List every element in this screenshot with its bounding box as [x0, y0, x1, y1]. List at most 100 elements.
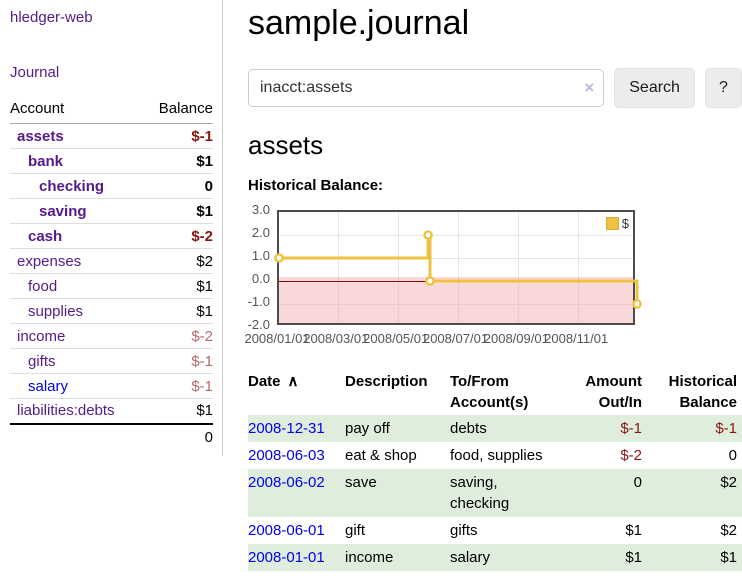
search-button[interactable]: Search [614, 68, 695, 108]
register-balance: $2 [720, 474, 737, 491]
accounts-total-value: 0 [204, 428, 213, 446]
chart-heading: Historical Balance: [248, 177, 384, 194]
register-balance: $-1 [715, 420, 737, 437]
account-balance: $-1 [191, 377, 213, 395]
register-date-cell: 2008-01-01 [248, 544, 345, 571]
register-header-accounts: To/From Account(s) [450, 373, 529, 411]
transaction-date-link[interactable]: 2008-06-03 [248, 447, 325, 464]
register-balance: 0 [728, 447, 737, 464]
gridline-horizontal [279, 258, 633, 259]
account-cell: gifts [10, 349, 144, 374]
data-point-marker [425, 276, 435, 286]
account-link-cash[interactable]: cash [28, 227, 63, 245]
register-amount: 0 [633, 474, 642, 491]
search-input[interactable] [248, 69, 605, 107]
balance-chart: $ 2008/01/01 2008/03/01 2008/05/01 2008/07/… [244, 202, 742, 352]
transaction-date-link[interactable]: 2008-12-31 [248, 420, 325, 437]
gridline-vertical [337, 212, 339, 323]
x-axis-tick-label: 2008/05/01 [363, 331, 429, 346]
x-axis-tick-label: 2008/11/01 [544, 331, 609, 346]
account-balance: $1 [196, 402, 213, 420]
account-row: supplies $1 [10, 298, 213, 324]
register-description: pay off [345, 420, 390, 437]
account-balance: $1 [196, 277, 213, 295]
accounts-total-row: 0 [10, 423, 213, 450]
account-balance: $2 [196, 252, 213, 270]
account-row: salary $-1 [10, 373, 213, 399]
accounts-header-balance: Balance [158, 100, 213, 117]
account-balance: $-2 [191, 227, 213, 245]
transaction-date-link[interactable]: 2008-01-01 [248, 549, 325, 566]
balance-series-line [279, 233, 639, 304]
sidebar-item-journal[interactable]: Journal [10, 64, 60, 81]
account-cell: expenses [10, 249, 144, 274]
account-link-gifts[interactable]: gifts [28, 352, 56, 370]
account-link-saving[interactable]: saving [39, 202, 87, 220]
register-date-cell: 2008-06-03 [248, 442, 345, 469]
account-cell: supplies [10, 299, 144, 324]
register-table: Date ∧ Description To/From Account(s) Amo… [248, 369, 742, 571]
brand: hledger-web [10, 9, 213, 26]
account-cell: saving [10, 199, 144, 224]
register-row: 2008-06-01 gift gifts $1 $2 [248, 517, 742, 544]
search-box: × [248, 69, 605, 107]
account-link-food[interactable]: food [28, 277, 58, 295]
register-description: income [345, 549, 394, 566]
legend-swatch-dollar [605, 217, 619, 230]
account-link-supplies[interactable]: supplies [28, 302, 84, 320]
account-row: assets $-1 [10, 124, 213, 149]
account-balance: $1 [196, 152, 213, 170]
register-header-description: Description [345, 373, 428, 390]
help-button[interactable]: ? [704, 68, 742, 108]
account-link-checking[interactable]: checking [39, 177, 105, 195]
gridline-horizontal [279, 304, 633, 305]
account-link-bank[interactable]: bank [28, 152, 64, 170]
account-cell: cash [10, 224, 144, 249]
accounts-header-account: Account [10, 100, 65, 117]
account-link-salary[interactable]: salary [28, 377, 69, 395]
search-form: × Search ? [248, 68, 742, 108]
y-axis-tick-label: 1.0 [251, 248, 270, 263]
accounts-header-row: Account Balance [10, 97, 213, 124]
main-content: sample.journal × Search ? assets Histori… [244, 0, 742, 571]
transaction-date-link[interactable]: 2008-06-01 [248, 522, 325, 539]
accounts-table: Account Balance assets $-1 bank $1 checking 0… [10, 97, 213, 450]
data-point-marker [274, 253, 284, 263]
data-point-marker [632, 299, 642, 309]
balance-series [274, 230, 642, 309]
negative-region [279, 277, 633, 323]
gridline-vertical [518, 212, 520, 323]
register-row: 2008-06-03 eat & shop food, supplies $-2 0 [248, 442, 742, 469]
account-row: income $-2 [10, 323, 213, 349]
account-link-liabilities-debts[interactable]: liabilities:debts [17, 402, 115, 420]
account-link-expenses[interactable]: expenses [17, 252, 82, 270]
register-date-cell: 2008-06-01 [248, 517, 345, 544]
register-row: 2008-12-31 pay off debts $-1 $-1 [248, 415, 742, 442]
y-axis-tick-label: 2.0 [251, 225, 270, 240]
account-link-assets[interactable]: assets [17, 127, 64, 145]
sidebar-nav: Journal [10, 64, 213, 81]
account-balance: $-1 [191, 127, 213, 145]
register-date-cell: 2008-06-02 [248, 469, 345, 517]
gridline-horizontal [279, 235, 633, 236]
register-amount: $1 [625, 522, 642, 539]
brand-link[interactable]: hledger-web [10, 9, 93, 26]
account-cell: checking [10, 174, 144, 199]
chart-legend: $ [605, 216, 629, 231]
register-date-cell: 2008-12-31 [248, 415, 345, 442]
register-header-row: Date ∧ Description To/From Account(s) Amo… [248, 369, 742, 415]
account-link-income[interactable]: income [17, 327, 66, 345]
legend-label: $ [621, 216, 629, 231]
gridline-vertical [578, 212, 580, 323]
register-amount: $-2 [620, 447, 642, 464]
account-cell: bank [10, 149, 144, 174]
page-title: sample.journal [248, 4, 470, 42]
clear-search-icon[interactable]: × [584, 78, 595, 97]
transaction-date-link[interactable]: 2008-06-02 [248, 474, 325, 491]
account-cell: salary [10, 374, 144, 399]
y-axis-tick-label: 3.0 [251, 202, 270, 217]
account-row: gifts $-1 [10, 348, 213, 374]
account-row: checking 0 [10, 173, 213, 199]
register-header-date[interactable]: Date ∧ [248, 369, 345, 415]
